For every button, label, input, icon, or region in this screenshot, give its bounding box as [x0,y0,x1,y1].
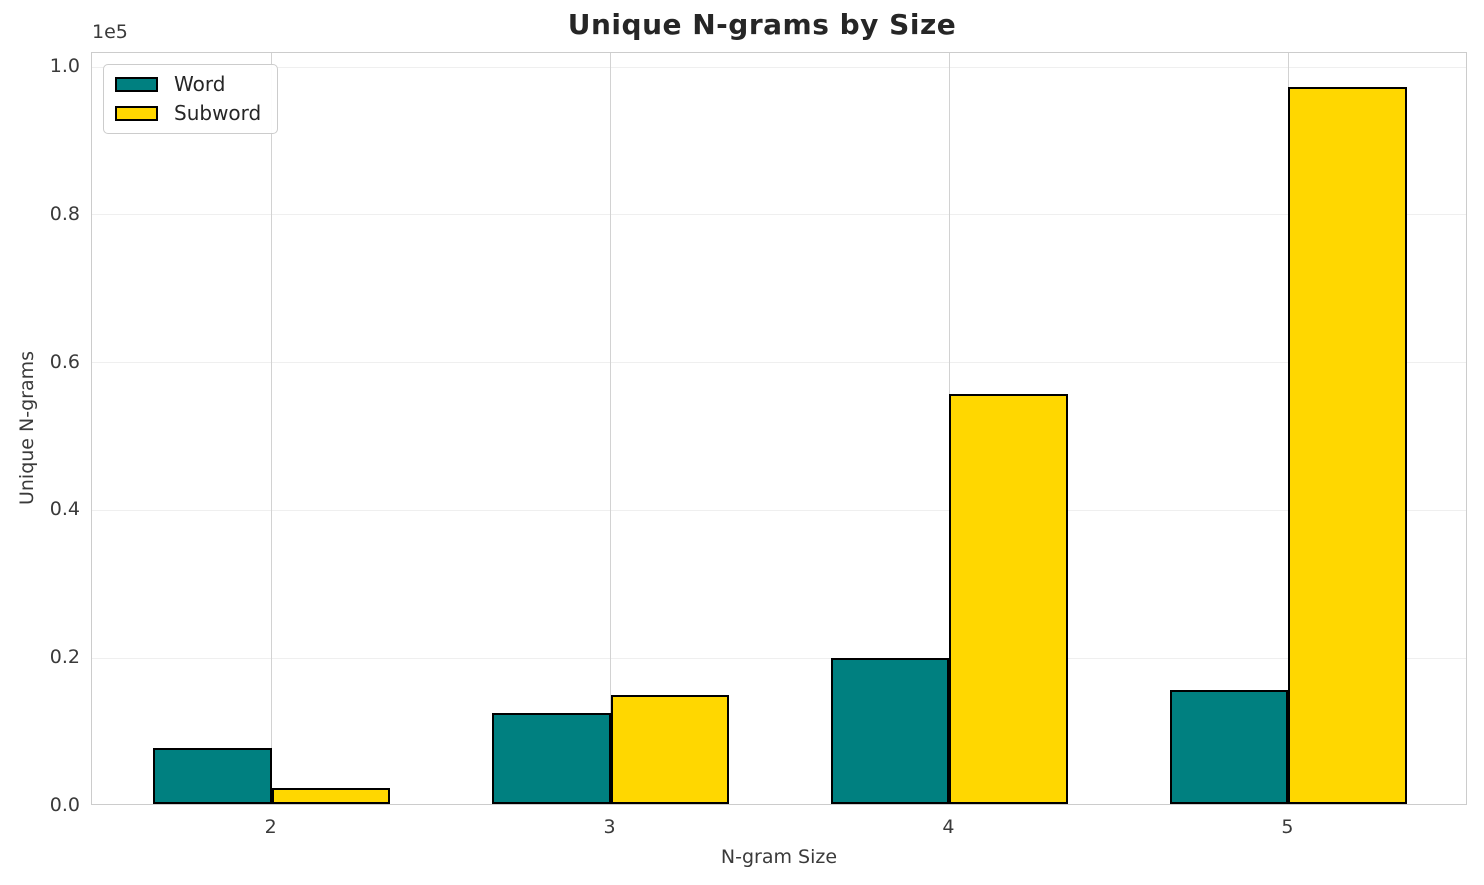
plot-area: Word Subword [91,52,1467,805]
legend: Word Subword [103,64,279,134]
y-gridline [92,509,1466,511]
legend-swatch-word-icon [115,76,158,92]
y-gridline [92,657,1466,659]
y-axis-offset-label: 1e5 [92,21,128,43]
y-tick-label: 0.8 [49,202,80,225]
chart-title: Unique N-grams by Size [567,8,957,41]
y-tick-label: 0.4 [49,498,80,521]
x-tick-label: 2 [264,816,277,838]
bar-word-4 [830,658,950,804]
x-axis-label: N-gram Size [720,846,838,868]
legend-item-word: Word [115,73,261,95]
y-tick-label: 1.0 [49,55,80,78]
legend-label: Subword [174,101,262,125]
y-gridline [92,214,1466,216]
y-tick-label: 0.6 [49,350,80,373]
legend-swatch-subword-icon [115,105,158,121]
legend-label: Word [174,72,226,96]
x-gridline [610,53,612,804]
x-gridline [271,53,273,804]
bar-subword-2 [271,787,391,804]
y-gridline [92,362,1466,364]
x-tick-label: 3 [603,816,616,838]
bar-subword-5 [1288,87,1407,804]
y-tick-label: 0.0 [49,794,80,816]
bar-word-2 [153,747,272,804]
legend-item-subword: Subword [115,102,261,124]
bar-word-5 [1169,690,1289,804]
x-tick-label: 4 [942,816,955,838]
bar-subword-3 [610,694,730,804]
y-gridline [92,66,1466,68]
x-tick-label: 5 [1281,816,1294,838]
y-tick-label: 0.2 [49,646,80,669]
bar-subword-4 [949,393,1069,804]
bar-word-3 [491,713,611,804]
